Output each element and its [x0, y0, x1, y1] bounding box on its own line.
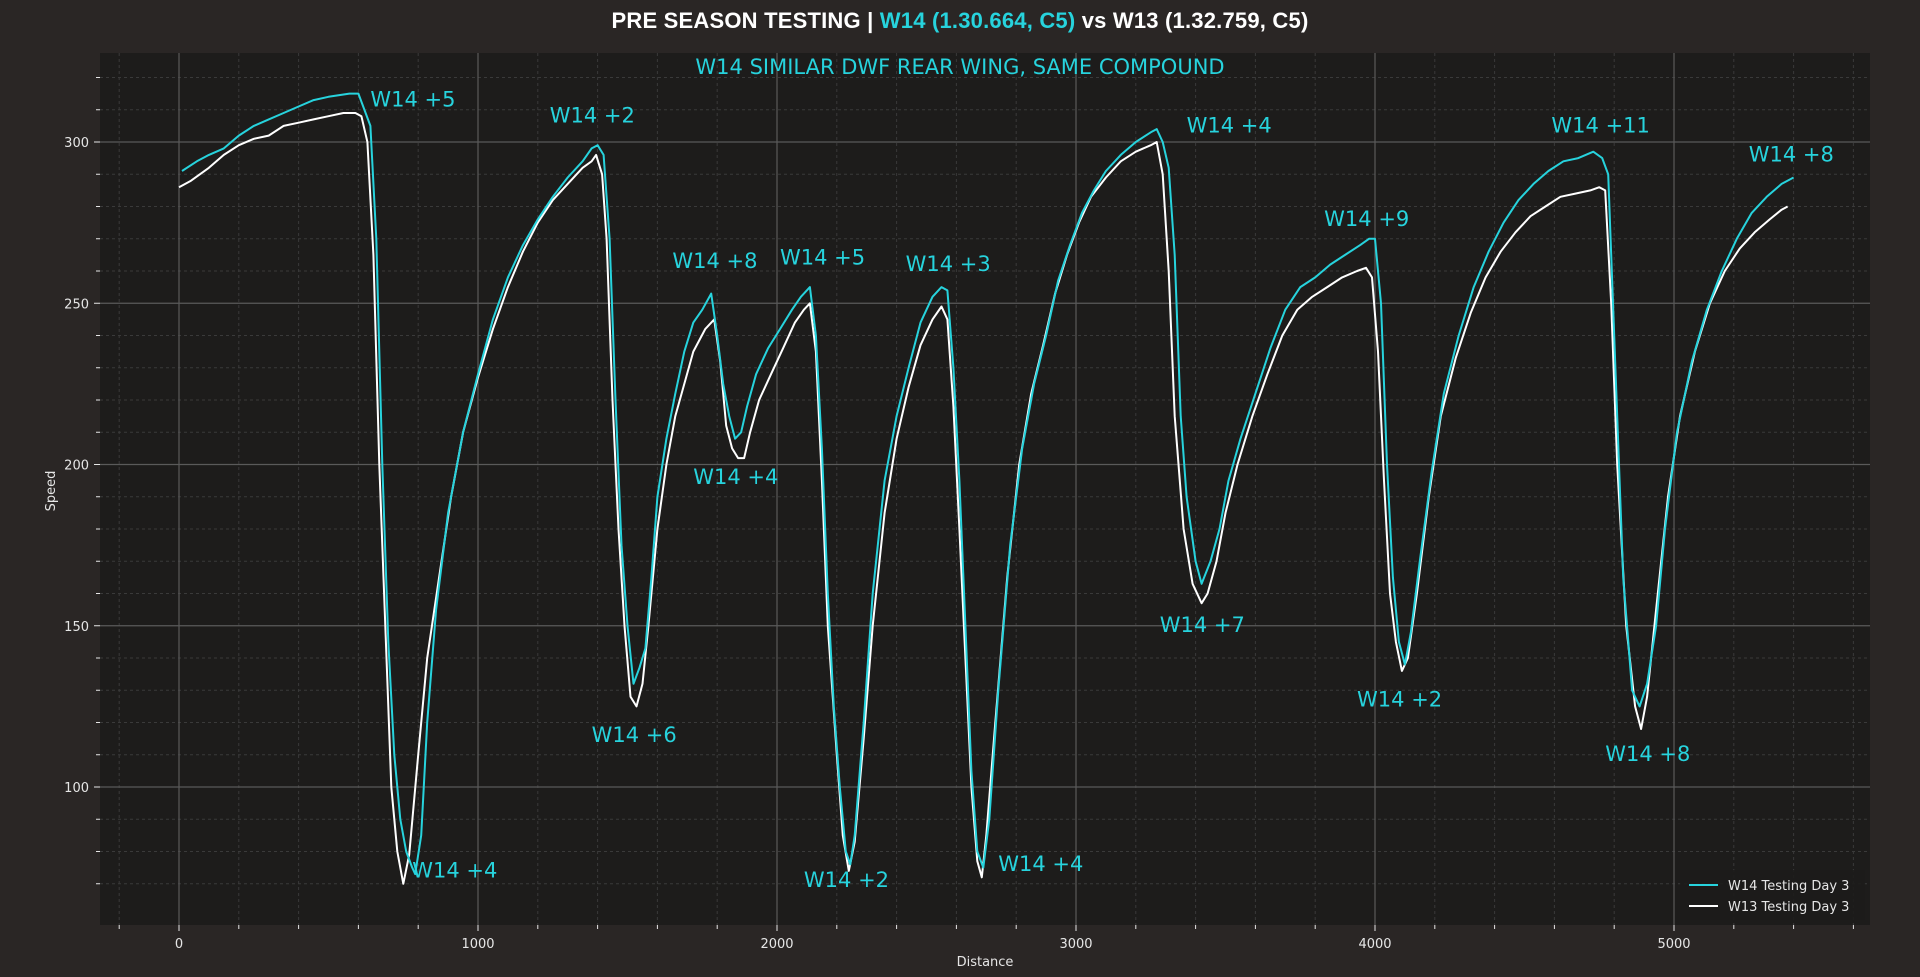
- delta-annotation: W14 +8: [1749, 142, 1834, 166]
- x-tick-label: 2000: [760, 937, 793, 952]
- minor-grid: [100, 53, 1870, 925]
- title-highlight: W14 (1.30.664, C5): [879, 8, 1076, 33]
- delta-annotation: W14 +11: [1551, 113, 1649, 137]
- delta-annotation: W14 +8: [672, 249, 757, 273]
- delta-annotation: W14 +5: [780, 246, 865, 270]
- series-lines: [178, 92, 1795, 885]
- y-axis-label: Speed: [44, 471, 59, 512]
- y-tick-label: 300: [64, 136, 89, 151]
- y-tick-label: 200: [64, 459, 89, 474]
- chart-title: PRE SEASON TESTING | W14 (1.30.664, C5) …: [0, 8, 1920, 34]
- chart-subtitle: W14 SIMILAR DWF REAR WING, SAME COMPOUND: [695, 55, 1224, 79]
- legend-item-w14: W14 Testing Day 3: [1728, 879, 1849, 894]
- delta-annotation: W14 +4: [412, 858, 497, 882]
- x-tick-label: 3000: [1059, 937, 1092, 952]
- delta-annotation: W14 +2: [804, 868, 889, 892]
- plot-area: [100, 53, 1870, 925]
- x-tick-label: 5000: [1657, 937, 1690, 952]
- y-tick-label: 100: [64, 781, 89, 796]
- title-suffix: vs W13 (1.32.759, C5): [1075, 8, 1309, 33]
- delta-annotation: W14 +3: [906, 252, 991, 276]
- axis-ticks: 0 1000 2000 3000 4000 5000 100 150 200 250 300: [64, 77, 1854, 952]
- delta-annotation: W14 +5: [370, 88, 455, 112]
- w14-speed-line: [181, 92, 1795, 876]
- delta-annotation: W14 +4: [1187, 113, 1272, 137]
- x-tick-label: 4000: [1358, 937, 1391, 952]
- annotations: W14 +5 W14 +2 W14 +8 W14 +5 W14 +3 W14 +4 W14 …: [370, 88, 1834, 892]
- legend: W14 Testing Day 3 W13 Testing Day 3: [1680, 870, 1865, 920]
- x-axis-label: Distance: [957, 955, 1014, 970]
- x-tick-label: 1000: [461, 937, 494, 952]
- x-tick-label: 0: [175, 937, 183, 952]
- delta-annotation: W14 +2: [1357, 687, 1442, 711]
- delta-annotation: W14 +7: [1160, 613, 1245, 637]
- delta-annotation: W14 +8: [1605, 742, 1690, 766]
- major-grid: [100, 53, 1870, 925]
- legend-item-w13: W13 Testing Day 3: [1728, 900, 1849, 915]
- title-prefix: PRE SEASON TESTING |: [611, 8, 880, 33]
- delta-annotation: W14 +6: [592, 723, 677, 747]
- delta-annotation: W14 +4: [998, 852, 1083, 876]
- delta-annotation: W14 +2: [550, 104, 635, 128]
- y-tick-label: 150: [64, 620, 89, 635]
- delta-annotation: W14 +9: [1324, 207, 1409, 231]
- y-tick-label: 250: [64, 297, 89, 312]
- delta-annotation: W14 +4: [693, 465, 778, 489]
